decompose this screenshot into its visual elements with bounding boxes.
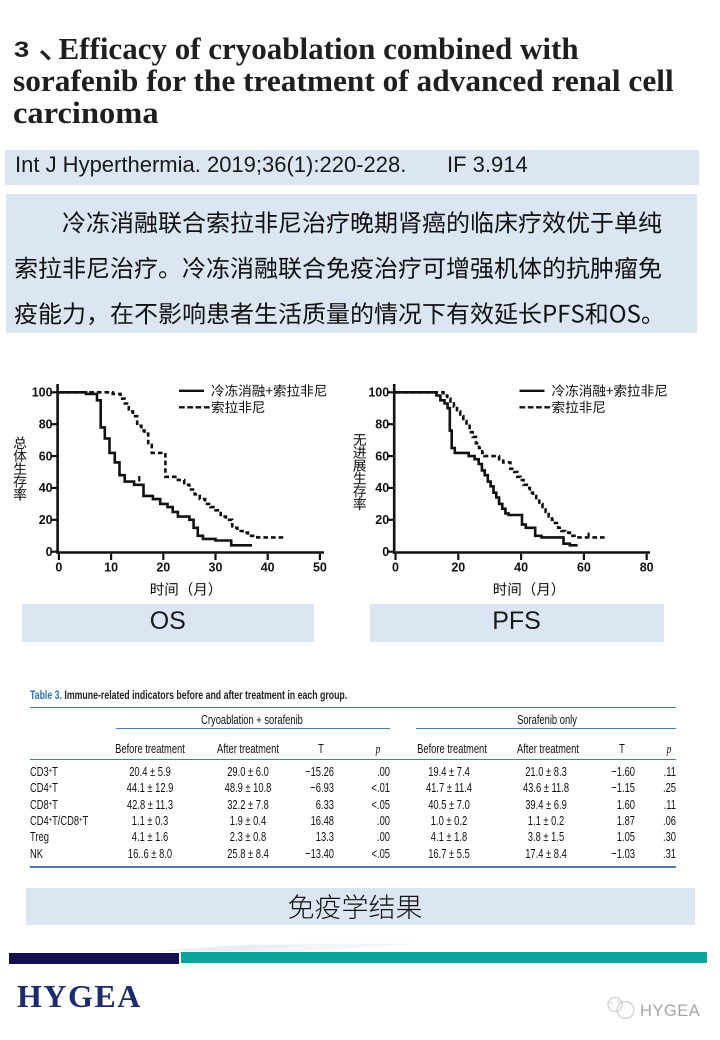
svg-text:60: 60 (577, 561, 591, 575)
svg-text:20: 20 (39, 513, 53, 527)
svg-text:60: 60 (39, 449, 53, 463)
svg-text:100: 100 (368, 386, 389, 400)
svg-text:60: 60 (375, 449, 389, 463)
svg-text:100: 100 (32, 386, 53, 400)
svg-text:80: 80 (39, 417, 53, 431)
svg-text:20: 20 (375, 513, 389, 527)
svg-text:20: 20 (451, 561, 465, 575)
svg-text:40: 40 (375, 481, 389, 495)
svg-text:0: 0 (382, 545, 389, 559)
svg-text:80: 80 (375, 417, 389, 431)
svg-text:0: 0 (46, 545, 53, 559)
svg-text:80: 80 (640, 561, 654, 575)
svg-text:10: 10 (104, 561, 118, 575)
svg-text:30: 30 (209, 561, 223, 575)
svg-text:40: 40 (39, 481, 53, 495)
svg-text:50: 50 (313, 561, 327, 575)
svg-text:0: 0 (55, 561, 62, 575)
svg-text:40: 40 (261, 561, 275, 575)
svg-text:40: 40 (514, 561, 528, 575)
svg-text:0: 0 (392, 561, 399, 575)
svg-text:20: 20 (156, 561, 170, 575)
